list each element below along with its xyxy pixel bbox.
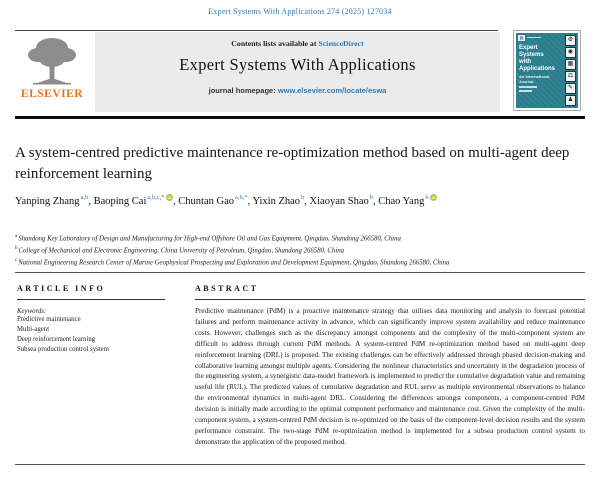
affiliation: bCollege of Mechanical and Electronic En…	[15, 245, 345, 255]
cover-tile-icon: ◉	[565, 47, 576, 58]
affiliation-list: aShandong Key Laboratory of Design and M…	[15, 232, 585, 267]
header-bottom-divider	[15, 116, 585, 119]
author: Xiaoyan Shaob,	[309, 194, 379, 207]
article-title: A system-centred predictive maintenance …	[15, 145, 570, 182]
homepage-prefix: journal homepage:	[208, 86, 278, 95]
cover-tile-icon: ⚙	[565, 35, 576, 46]
footer-divider	[15, 464, 585, 465]
elsevier-logo[interactable]: ELSEVIER	[15, 35, 89, 111]
article-info-rule	[17, 299, 165, 300]
cover-editor-line	[519, 86, 537, 88]
author: Yanping Zhanga,b,	[15, 194, 94, 207]
contents-prefix: Contents lists available at	[231, 39, 319, 48]
author: Chao Yangb iD	[378, 194, 438, 207]
affiliation: aShandong Key Laboratory of Design and M…	[15, 234, 401, 243]
cover-tile-icon: ♟	[565, 95, 576, 106]
abstract-rule	[195, 299, 585, 300]
author: Yixin Zhaob,	[252, 194, 310, 207]
header-top-divider	[15, 30, 498, 31]
cover-editor-line	[519, 90, 532, 92]
article-info-heading: ARTICLE INFO	[17, 284, 106, 293]
cover-tile-icon: ▦	[565, 59, 576, 70]
abstract-heading: ABSTRACT	[195, 284, 259, 293]
author: Baoping Caia,b,c,* iD,	[93, 194, 179, 207]
article-info-column: ARTICLE INFO Keywords: Predictive mainte…	[17, 284, 167, 355]
author-list: Yanping Zhanga,b, Baoping Caia,b,c,* iD, …	[15, 194, 520, 209]
keyword: Deep reinforcement learning	[17, 336, 96, 343]
keywords-label: Keywords:	[17, 308, 47, 315]
elsevier-wordmark: ELSEVIER	[20, 88, 84, 100]
author: Chuntan Gaoa,b,*,	[178, 194, 253, 207]
contents-line: Contents lists available at ScienceDirec…	[95, 39, 500, 48]
homepage-link[interactable]: www.elsevier.com/locate/eswa	[277, 86, 387, 95]
journal-cover-art: ▤ Expert Systems with Applications An Inter…	[516, 33, 578, 108]
cover-decor-line	[527, 37, 541, 38]
cover-tile-icon: ⚖	[565, 71, 576, 82]
cover-tile-strip: ⚙ ◉ ▦ ⚖ ✎ ♟	[565, 35, 576, 106]
keyword: Predictive maintenance	[17, 316, 81, 323]
keyword-list: Predictive maintenance Multi-agent Deep re…	[17, 315, 167, 355]
cover-publisher-mark-icon: ▤	[518, 35, 525, 41]
affiliation: cNational Engineering Research Center of…	[15, 257, 450, 266]
abstract-text: Predictive maintenance (PdM) is a proact…	[195, 307, 585, 446]
elsevier-tree-icon	[28, 38, 76, 85]
cover-title: Expert Systems with Applications	[519, 45, 556, 72]
cover-tile-icon: ✎	[565, 83, 576, 94]
orcid-icon[interactable]: iD	[166, 194, 174, 201]
keyword: Subsea production control system	[17, 346, 109, 353]
journal-citation: Expert Systems With Applications 274 (20…	[208, 7, 392, 16]
orcid-icon[interactable]: iD	[430, 194, 438, 201]
section-divider	[15, 272, 585, 273]
homepage-line: journal homepage: www.elsevier.com/locat…	[95, 86, 500, 95]
journal-banner: Contents lists available at ScienceDirec…	[95, 32, 500, 112]
sciencedirect-link[interactable]: ScienceDirect	[318, 39, 364, 48]
journal-name: Expert Systems With Applications	[179, 55, 416, 74]
journal-cover-thumbnail[interactable]: ▤ Expert Systems with Applications An Inter…	[513, 30, 581, 111]
abstract-column: ABSTRACT Predictive maintenance (PdM) is…	[195, 284, 585, 448]
cover-subtitle: An International Journal	[519, 74, 550, 84]
keyword: Multi-agent	[17, 326, 50, 333]
